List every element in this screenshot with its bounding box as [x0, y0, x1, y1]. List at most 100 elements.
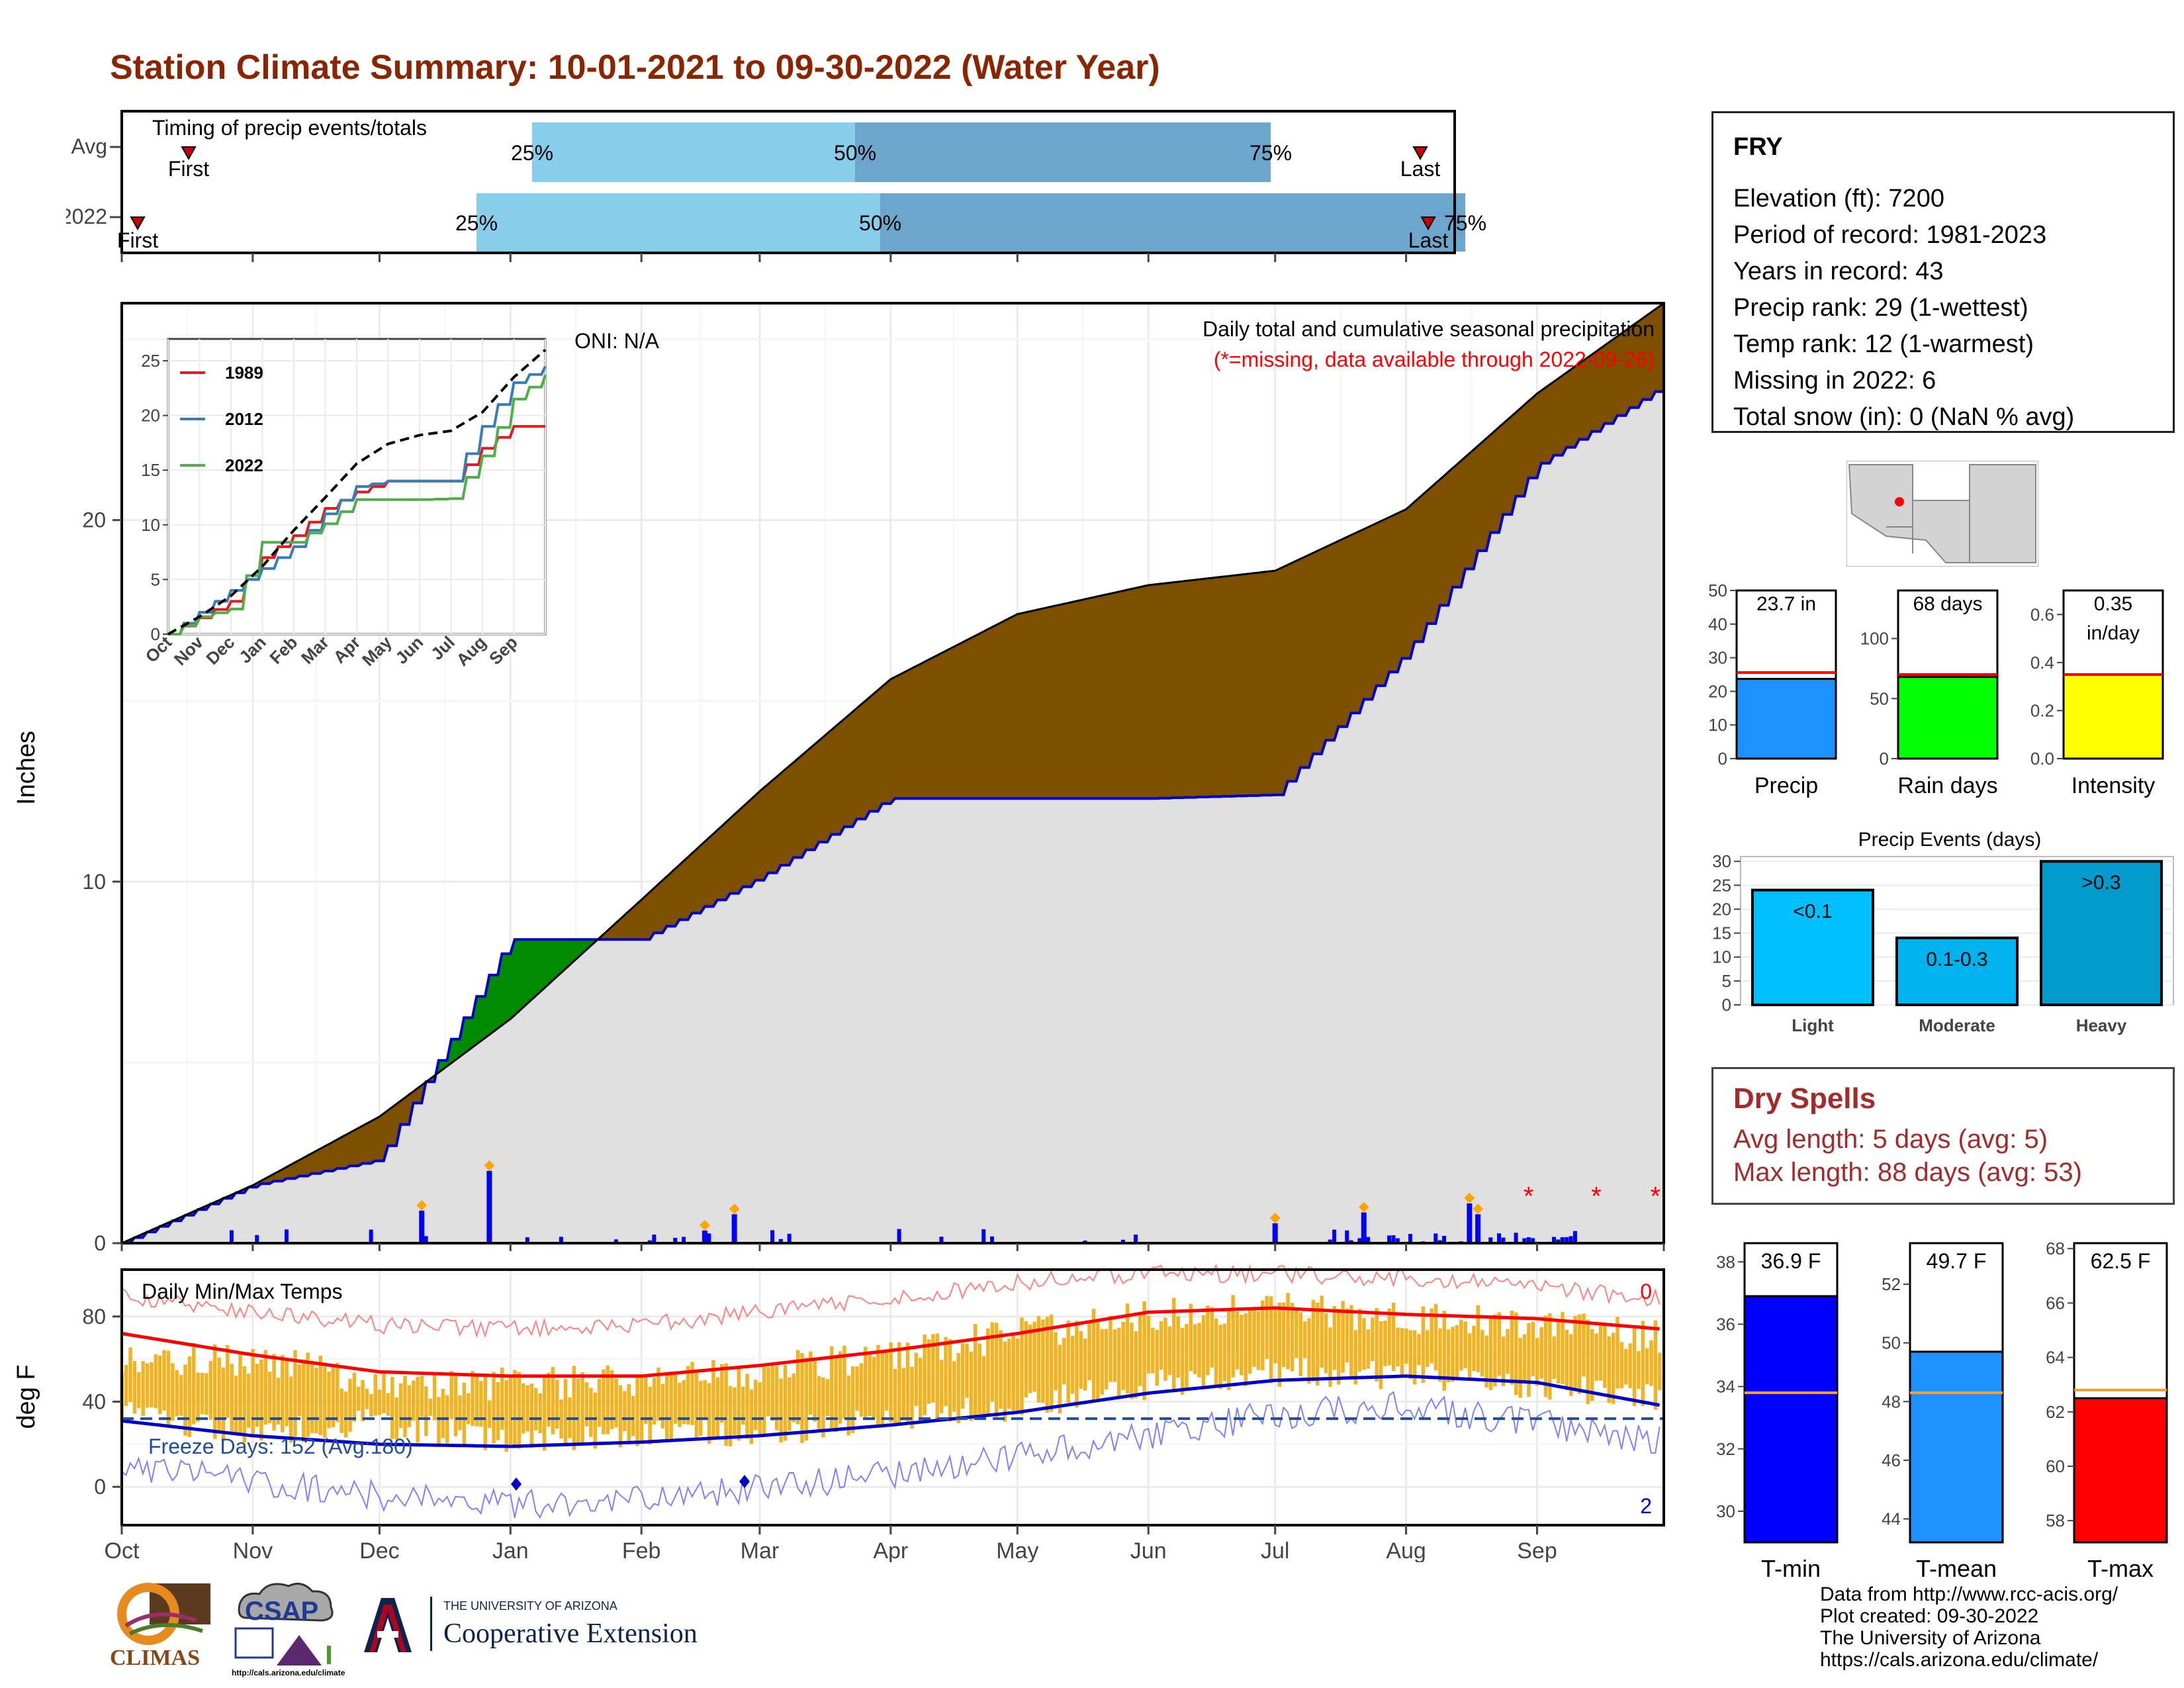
daily-temp-bar: [1167, 1326, 1172, 1376]
daily-temp-bar: [631, 1395, 635, 1436]
daily-temp-bar: [719, 1364, 724, 1423]
daily-temp-bar: [1341, 1301, 1345, 1373]
daily-temp-bar: [1214, 1318, 1218, 1385]
daily-temp-bar: [1658, 1352, 1662, 1391]
month-label: Mar: [741, 1538, 780, 1562]
daily-precip-bar: [1488, 1237, 1493, 1243]
daily-temp-bar: [517, 1372, 522, 1449]
daily-precip-bar: [419, 1210, 425, 1243]
daily-temp-bar: [931, 1334, 935, 1403]
daily-temp-bar: [137, 1372, 141, 1409]
dry-spells-avg: Avg length: 5 days (avg: 5): [1733, 1125, 2048, 1154]
daily-temp-bar: [466, 1393, 471, 1425]
average-min-line: [121, 1374, 1661, 1448]
daily-temp-bar: [956, 1352, 960, 1423]
daily-temp-bar: [551, 1367, 555, 1434]
daily-temp-bar: [1561, 1311, 1565, 1384]
precip-2022-line: [122, 390, 1664, 1244]
daily-temp-bar: [407, 1385, 412, 1428]
daily-precip-bar: [284, 1229, 289, 1243]
daily-precip-bar: [1514, 1233, 1518, 1243]
daily-temp-bar: [1522, 1334, 1527, 1382]
daily-temp-bar: [1091, 1309, 1096, 1401]
daily-temp-bar: [664, 1374, 669, 1442]
daily-precip-bar: [707, 1233, 711, 1243]
daily-temp-bar: [162, 1350, 166, 1411]
daily-temp-bar: [1206, 1305, 1210, 1376]
daily-temp-bar: [952, 1361, 956, 1412]
daily-temp-bar: [1265, 1295, 1269, 1359]
daily-temp-bar: [859, 1363, 864, 1417]
daily-temp-bar: [1573, 1315, 1577, 1390]
daily-temp-bar: [1417, 1334, 1421, 1366]
inset-legend-label: 2022: [225, 455, 263, 475]
temp-summary-y-tick: 50: [1882, 1333, 1901, 1353]
daily-temp-bar: [1159, 1321, 1163, 1370]
timing-2022-bar-50-75: [880, 193, 1465, 252]
daily-temp-bar: [559, 1399, 563, 1439]
daily-temp-bar: [1125, 1303, 1130, 1394]
timing-2022-first-marker: [130, 216, 146, 231]
daily-temp-bar: [1518, 1338, 1522, 1398]
temp-summary-y-tick: 66: [2046, 1293, 2065, 1313]
snow-marker: [699, 1219, 710, 1231]
daily-temp-bar: [208, 1360, 213, 1420]
daily-temp-bar: [1028, 1325, 1032, 1393]
temp-summary-y-tick: 46: [1882, 1450, 1901, 1470]
mini-bar-intensity: [2062, 673, 2164, 760]
daily-temp-bar: [1320, 1295, 1324, 1368]
footer-plot-created: Plot created: 09-30-2022: [1820, 1605, 2039, 1627]
daily-temp-bar: [1539, 1327, 1543, 1379]
daily-temp-bar: [580, 1372, 584, 1444]
daily-temp-bar: [361, 1380, 365, 1422]
daily-temp-bar: [1261, 1300, 1265, 1371]
daily-temp-bar: [1134, 1331, 1138, 1399]
daily-temp-bar: [281, 1355, 285, 1432]
daily-precip-bar: [1437, 1240, 1442, 1243]
daily-temp-bar: [834, 1358, 838, 1432]
daily-temp-bar: [1611, 1333, 1615, 1405]
daily-temp-bar: [1286, 1293, 1290, 1370]
daily-temp-bar: [884, 1352, 889, 1411]
daily-temp-bar: [145, 1363, 150, 1408]
daily-temp-bar: [1332, 1306, 1337, 1370]
daily-temp-bar: [766, 1367, 770, 1417]
inset-line-2022: [168, 374, 547, 635]
daily-temp-bar: [1226, 1309, 1231, 1391]
daily-temp-bar: [1222, 1323, 1227, 1382]
mini-bar-y-tick: 0: [1880, 749, 1889, 769]
daily-temp-bar: [1527, 1323, 1531, 1397]
daily-temp-bar: [411, 1380, 416, 1421]
daily-temp-bar: [1269, 1296, 1273, 1383]
timing-title: Timing of precip events/totals: [152, 116, 427, 140]
daily-precip-bar: [559, 1237, 563, 1243]
daily-temp-bar: [336, 1362, 340, 1423]
daily-precip-bar: [424, 1236, 428, 1243]
daily-temp-bar: [838, 1351, 842, 1424]
mini-bar-label: Precip: [1754, 773, 1818, 798]
daily-temp-bar: [733, 1387, 737, 1435]
daily-temp-bar: [441, 1389, 445, 1438]
climas-logo-text: CLIMAS: [110, 1646, 201, 1670]
daily-temp-bar: [1472, 1325, 1476, 1372]
snow-marker: [484, 1160, 495, 1171]
daily-temp-bar: [846, 1375, 850, 1436]
daily-temp-bar: [978, 1343, 981, 1415]
daily-temp-bar: [1058, 1344, 1062, 1414]
freeze-days-label: Freeze Days: 152 (Avg:180): [148, 1434, 413, 1458]
daily-temp-bar: [331, 1365, 336, 1428]
timing-2022-p75: 75%: [1444, 211, 1486, 235]
daily-temp-bar: [340, 1388, 343, 1433]
daily-precip-bar: [673, 1237, 678, 1243]
daily-temp-bar: [829, 1346, 834, 1432]
temp-summary-y-tick: 32: [1716, 1439, 1735, 1459]
station-total-snow: Total snow (in): 0 (NaN % avg): [1733, 403, 2075, 431]
daily-temp-bar: [1484, 1335, 1488, 1388]
station-precip-rank: Precip rank: 29 (1-wettest): [1733, 294, 2028, 322]
daily-precip-bar: [787, 1233, 792, 1243]
temp-summary-y-tick: 36: [1716, 1314, 1735, 1334]
daily-temp-bar: [1256, 1311, 1261, 1370]
station-location-marker: [1895, 497, 1904, 506]
timing-avg-p50: 50%: [834, 141, 876, 165]
page-title: Station Climate Summary: 10-01-2021 to 0…: [110, 48, 1160, 87]
